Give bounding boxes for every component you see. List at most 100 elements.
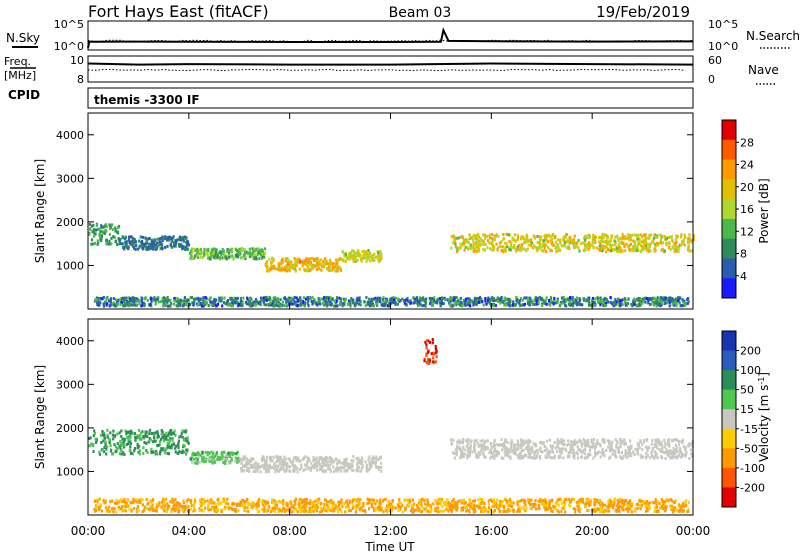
data-point [321, 297, 324, 301]
data-point [191, 301, 194, 305]
data-point [344, 260, 347, 263]
data-point [623, 440, 626, 444]
data-point [264, 470, 268, 474]
data-point [172, 432, 176, 436]
data-point [616, 247, 619, 250]
data-point [625, 507, 628, 511]
data-point [196, 457, 199, 461]
data-point [680, 440, 683, 444]
data-point [150, 500, 153, 504]
data-point [219, 256, 222, 260]
data-point [380, 303, 383, 307]
data-point [387, 507, 390, 510]
data-point [224, 301, 227, 305]
data-point [646, 438, 649, 442]
data-point [236, 450, 239, 454]
data-point [562, 299, 565, 303]
data-point [111, 228, 114, 232]
data-point [672, 302, 675, 306]
data-point [295, 264, 298, 268]
data-point [131, 452, 134, 456]
data-point [353, 498, 356, 501]
data-point [572, 452, 575, 455]
data-point [432, 351, 435, 355]
data-point [664, 441, 667, 445]
data-point [287, 465, 291, 469]
data-point [524, 239, 527, 243]
data-point [296, 470, 299, 474]
data-point [148, 245, 151, 249]
data-point [162, 236, 165, 240]
data-point [305, 462, 308, 466]
data-point [179, 298, 182, 302]
data-point [477, 454, 480, 458]
data-point [463, 300, 466, 303]
data-point [149, 303, 152, 307]
data-point [235, 299, 238, 303]
data-point [415, 508, 418, 512]
data-point [255, 253, 258, 257]
data-point [167, 235, 170, 239]
data-point [207, 256, 210, 260]
data-point [94, 298, 97, 302]
data-point [289, 507, 292, 511]
data-point [367, 249, 370, 252]
data-point [682, 239, 685, 243]
data-point [556, 242, 559, 246]
data-point [569, 303, 572, 307]
data-point [656, 243, 659, 247]
data-point [333, 304, 336, 308]
data-point [257, 247, 260, 251]
data-point [618, 247, 621, 251]
data-point [284, 265, 287, 269]
data-point [634, 507, 637, 510]
data-point [644, 509, 648, 513]
data-point [615, 440, 619, 443]
data-point [629, 452, 632, 456]
data-point [248, 462, 251, 465]
data-point [672, 451, 676, 455]
data-point [362, 253, 365, 257]
data-point [345, 469, 348, 472]
data-point [375, 507, 378, 510]
data-point [458, 439, 461, 443]
data-point [532, 302, 535, 306]
data-point [649, 303, 652, 306]
data-point [201, 508, 204, 512]
data-point [654, 500, 658, 504]
data-point [214, 247, 217, 251]
data-point [602, 304, 605, 307]
data-point [337, 461, 340, 465]
data-point [213, 452, 216, 456]
data-point [239, 500, 242, 504]
data-point [563, 241, 566, 245]
data-point [615, 247, 618, 251]
data-point [539, 239, 542, 243]
data-point [133, 432, 136, 436]
data-point [428, 510, 431, 514]
data-point [571, 444, 574, 448]
data-point [350, 255, 353, 259]
data-point [641, 455, 644, 459]
data-point [335, 299, 338, 303]
data-point [500, 504, 503, 508]
colorbar-tick-label: 28 [740, 136, 754, 149]
data-point [656, 296, 659, 300]
data-point [227, 303, 230, 307]
data-point [628, 445, 631, 449]
data-point [106, 435, 109, 439]
data-point [173, 499, 176, 503]
data-point [212, 250, 215, 254]
data-point [663, 438, 666, 442]
data-point [365, 256, 368, 260]
data-point [636, 452, 639, 455]
data-point [637, 444, 640, 448]
data-point [655, 241, 658, 245]
data-point [129, 297, 132, 301]
data-point [159, 440, 162, 444]
data-point [479, 236, 482, 240]
data-point [104, 229, 107, 233]
data-point [584, 246, 587, 250]
data-point [294, 497, 298, 501]
data-point [660, 440, 663, 444]
